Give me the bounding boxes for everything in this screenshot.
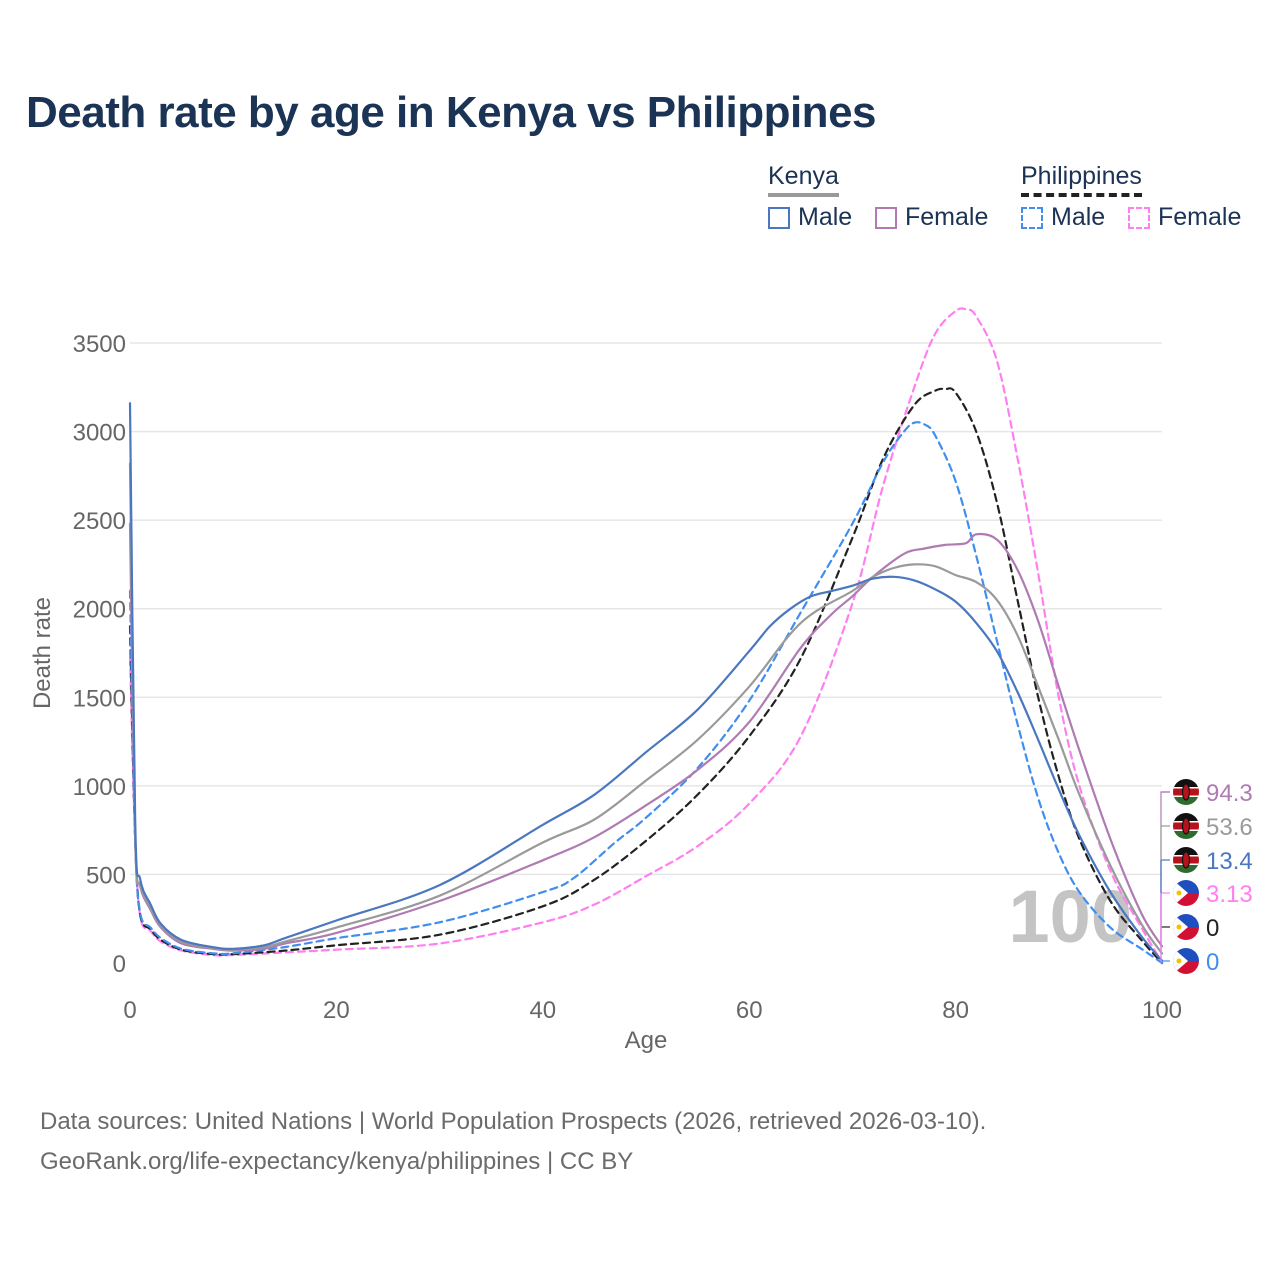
year-watermark: 100 (1009, 875, 1132, 958)
kenya-flag-icon (1173, 813, 1199, 839)
legend-group-kenya-label: Kenya (768, 162, 839, 190)
footer-credit: GeoRank.org/life-expectancy/kenya/philip… (40, 1148, 634, 1175)
philippines-flag-icon (1173, 948, 1199, 974)
y-tick-label: 2000 (73, 597, 126, 624)
legend-label-kenya-female: Female (905, 203, 989, 231)
legend-box-philippines-female (1128, 207, 1150, 229)
kenya-flag-icon (1173, 847, 1199, 873)
legend-label-kenya-male: Male (798, 203, 853, 231)
chart-title: Death rate by age in Kenya vs Philippine… (26, 88, 877, 137)
end-label-value: 94.3 (1206, 780, 1253, 807)
legend-group-philippines-swatch (1021, 193, 1142, 197)
series-line-kenya-female[interactable] (128, 522, 1164, 952)
legend-label-philippines-male: Male (1051, 203, 1106, 231)
x-axis-label: Age (625, 1027, 668, 1054)
series-line-ph-female[interactable] (128, 307, 1164, 964)
series-line-kenya-total[interactable] (128, 462, 1164, 955)
series-line-kenya-male[interactable] (128, 402, 1164, 962)
y-tick-label: 1500 (73, 685, 126, 712)
legend-box-kenya-male (768, 207, 790, 229)
footer-sources: Data sources: United Nations | World Pop… (40, 1108, 987, 1135)
legend-group-philippines-label: Philippines (1021, 162, 1142, 190)
end-label-value: 3.13 (1206, 881, 1253, 908)
x-tick-label: 40 (529, 997, 556, 1024)
x-tick-label: 80 (942, 997, 969, 1024)
x-tick-label: 20 (323, 997, 350, 1024)
legend-group-philippines: Philippines (1021, 162, 1142, 197)
series-line-ph-male[interactable] (128, 421, 1164, 965)
end-label-value: 0 (1206, 949, 1219, 976)
end-label-value: 0 (1206, 915, 1219, 942)
end-label-connector (1160, 791, 1170, 947)
legend-group-kenya: Kenya (768, 162, 839, 197)
y-tick-label: 500 (86, 862, 126, 889)
legend-box-kenya-female (875, 207, 897, 229)
kenya-flag-icon (1173, 779, 1199, 805)
legend-label-philippines-female: Female (1158, 203, 1242, 231)
y-tick-label: 2500 (73, 508, 126, 535)
y-tick-label: 3000 (73, 420, 126, 447)
philippines-flag-icon (1173, 914, 1199, 940)
x-tick-label: 100 (1142, 997, 1182, 1024)
y-tick-label: 0 (113, 951, 126, 978)
end-label-value: 13.4 (1206, 848, 1253, 875)
philippines-flag-icon (1173, 880, 1199, 906)
y-tick-label: 1000 (73, 774, 126, 801)
legend-group-kenya-swatch (768, 193, 839, 197)
x-tick-label: 60 (736, 997, 763, 1024)
y-axis-label: Death rate (29, 597, 56, 709)
legend-box-philippines-male (1021, 207, 1043, 229)
x-tick-label: 0 (123, 997, 136, 1024)
end-label-value: 53.6 (1206, 814, 1253, 841)
y-tick-label: 3500 (73, 331, 126, 358)
